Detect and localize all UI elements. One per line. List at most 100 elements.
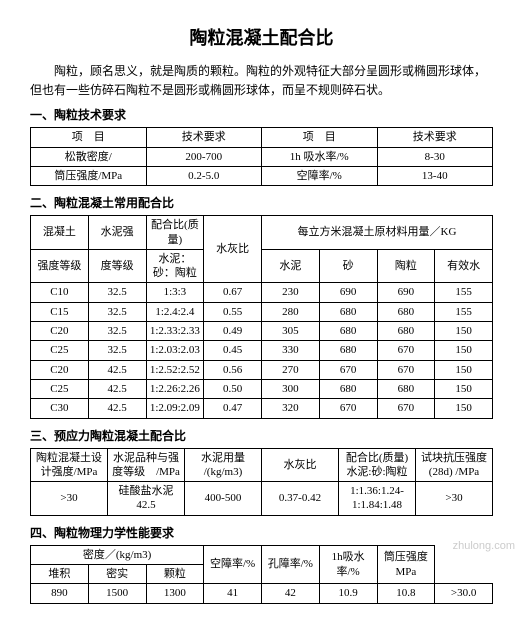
t4-h2-2: 颗粒 [146,565,204,584]
t2-h2-4: 砂 [319,249,377,283]
section-3-title: 三、预应力陶粒混凝土配合比 [30,427,493,444]
table-row-cell: 305 [262,322,320,341]
t4-h2-1: 密实 [88,565,146,584]
t3-r1: 硅酸盐水泥 42.5 [108,482,185,516]
table-3: 陶粒混凝土设计强度/MPa 水泥品种与强度等级 /MPa 水泥用量 /(kg/m… [30,448,493,516]
t1-r1-1: 200-700 [146,147,262,166]
t2-h2-2: 水泥：砂：陶粒 [146,249,204,283]
t4-r6: 10.8 [377,584,435,603]
t1-r2-1: 0.2-5.0 [146,166,262,185]
t2-h2-0: 强度等级 [31,249,89,283]
table-row-cell: 155 [435,302,493,321]
table-row-cell: 32.5 [88,302,146,321]
watermark: zhulong.com [453,540,515,552]
t2-h2-5: 陶粒 [377,249,435,283]
table-row-cell: 690 [377,283,435,302]
t3-h2: 水泥用量 /(kg/m3) [185,448,262,482]
table-row-cell: 0.47 [204,399,262,418]
section-4-title: 四、陶粒物理力学性能要求 [30,524,493,541]
table-row-cell: 150 [435,399,493,418]
table-row-cell: 1:2.52:2.52 [146,360,204,379]
t3-h3: 水灰比 [262,448,339,482]
table-row-cell: 330 [262,341,320,360]
table-row-cell: 230 [262,283,320,302]
table-row-cell: 0.50 [204,379,262,398]
t2-h1-2: 配合比(质量) [146,216,204,250]
table-row-cell: 1:2.03:2.03 [146,341,204,360]
t2-h1-4: 每立方米混凝土原材料用量／KG [262,216,493,250]
section-2-title: 二、陶粒混凝土常用配合比 [30,194,493,211]
table-row-cell: 690 [319,283,377,302]
t1-h2: 项 目 [262,128,378,147]
table-row-cell: 1:2.4:2.4 [146,302,204,321]
t4-r1: 1500 [88,584,146,603]
table-2: 混凝土 水泥强 配合比(质量) 水灰比 每立方米混凝土原材料用量／KG 强度等级… [30,215,493,418]
table-row-cell: 680 [377,379,435,398]
table-row-cell: 320 [262,399,320,418]
table-row-cell: 155 [435,283,493,302]
table-row-cell: 42.5 [88,379,146,398]
t1-h1: 技术要求 [146,128,262,147]
table-row-cell: 150 [435,360,493,379]
page-title: 陶粒混凝土配合比 [30,24,493,50]
t3-r2: 400-500 [185,482,262,516]
t1-r1-0: 松散密度/ [31,147,147,166]
table-row-cell: 680 [377,302,435,321]
t1-r2-3: 13-40 [377,166,493,185]
t3-r3: 0.37-0.42 [262,482,339,516]
table-row-cell: 670 [377,399,435,418]
table-row-cell: 1:3:3 [146,283,204,302]
t2-h2-1: 度等级 [88,249,146,283]
t4-h1-0: 密度／(kg/m3) [31,545,204,564]
table-row-cell: C10 [31,283,89,302]
table-row-cell: C30 [31,399,89,418]
t4-h1-4: 筒压强度 MPa [377,545,435,584]
table-row-cell: 0.67 [204,283,262,302]
t4-r4: 42 [262,584,320,603]
table-row-cell: C25 [31,341,89,360]
table-row-cell: 150 [435,379,493,398]
t3-h1: 水泥品种与强度等级 /MPa [108,448,185,482]
t4-h1-2: 孔障率/% [262,545,320,584]
table-row-cell: 680 [319,379,377,398]
table-row-cell: 32.5 [88,283,146,302]
table-row-cell: 42.5 [88,399,146,418]
table-row-cell: 32.5 [88,341,146,360]
table-row-cell: 680 [377,322,435,341]
table-row-cell: 280 [262,302,320,321]
table-row-cell: 0.49 [204,322,262,341]
table-row-cell: 32.5 [88,322,146,341]
t4-r5: 10.9 [319,584,377,603]
table-row-cell: 1:2.26:2.26 [146,379,204,398]
table-row-cell: 670 [377,360,435,379]
table-row-cell: C25 [31,379,89,398]
table-row-cell: 1:2.33:2.33 [146,322,204,341]
table-row-cell: 670 [319,399,377,418]
table-row-cell: 0.56 [204,360,262,379]
table-row-cell: 150 [435,322,493,341]
t2-h1-1: 水泥强 [88,216,146,250]
table-1: 项 目 技术要求 项 目 技术要求 松散密度/ 200-700 1h 吸水率/%… [30,127,493,186]
table-row-cell: 42.5 [88,360,146,379]
t2-h1-0: 混凝土 [31,216,89,250]
t3-r4: 1:1.36:1.24-1:1.84:1.48 [339,482,416,516]
t4-h1-1: 空障率/% [204,545,262,584]
t4-h1-3: 1h吸水率/% [319,545,377,584]
table-row-cell: 1:2.09:2.09 [146,399,204,418]
t4-r3: 41 [204,584,262,603]
t4-r2: 1300 [146,584,204,603]
table-row-cell: C15 [31,302,89,321]
section-1-title: 一、陶粒技术要求 [30,106,493,123]
t4-h2-0: 堆积 [31,565,89,584]
t3-r0: >30 [31,482,108,516]
t1-r1-3: 8-30 [377,147,493,166]
table-row-cell: 150 [435,341,493,360]
table-row-cell: C20 [31,360,89,379]
t1-r2-2: 空障率/% [262,166,378,185]
table-4: 密度／(kg/m3) 空障率/% 孔障率/% 1h吸水率/% 筒压强度 MPa … [30,545,493,604]
t1-r2-0: 筒压强度/MPa [31,166,147,185]
table-row-cell: 0.45 [204,341,262,360]
table-row-cell: 670 [319,360,377,379]
t4-r7: >30.0 [435,584,493,603]
table-row-cell: 670 [377,341,435,360]
